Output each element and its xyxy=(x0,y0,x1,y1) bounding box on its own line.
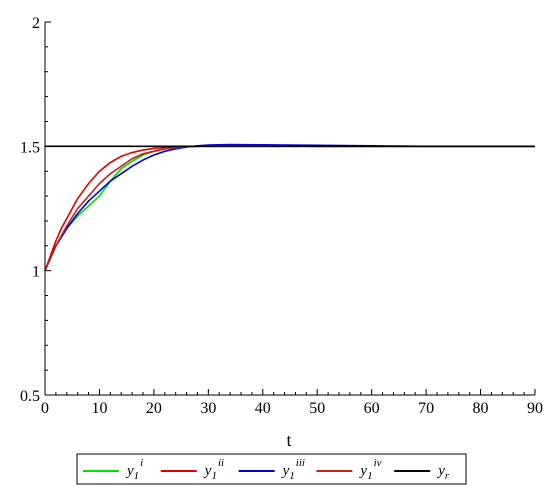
x-tick-label: 0 xyxy=(41,400,49,417)
legend-label-0: y1i xyxy=(125,457,143,482)
series-line-2 xyxy=(44,143,535,271)
x-axis-label: t xyxy=(286,430,291,450)
x-tick-label: 70 xyxy=(418,400,434,417)
series-line-1 xyxy=(44,145,535,271)
x-tick-label: 10 xyxy=(91,400,107,417)
x-tick-label: 30 xyxy=(200,400,216,417)
axes: 0 10 20 30 40 50 60 70 80 90 0.5 1 1.5 2 xyxy=(20,15,543,417)
x-tick-label: 20 xyxy=(146,400,162,417)
series-line-3 xyxy=(44,145,535,271)
y-tick-label: 1 xyxy=(32,264,40,281)
x-tick-label: 60 xyxy=(364,400,380,417)
x-tick-label: 90 xyxy=(527,400,543,417)
legend-label-1: y1ii xyxy=(203,457,224,482)
y-tick-label: 1.5 xyxy=(20,139,40,156)
x-tick-label: 40 xyxy=(255,400,271,417)
y-tick-label: 2 xyxy=(32,15,40,32)
x-tick-label: 80 xyxy=(473,400,489,417)
series-layer xyxy=(44,143,535,271)
legend: y1i y1ii y1iii y1iv yr xyxy=(76,453,467,485)
legend-label-3: y1iv xyxy=(358,457,381,482)
series-line-0 xyxy=(44,145,535,271)
y-tick-label: 0.5 xyxy=(20,388,40,405)
legend-box xyxy=(76,453,467,485)
legend-label-2: y1iii xyxy=(281,457,305,482)
legend-label-4: yr xyxy=(436,463,450,482)
x-tick-label: 50 xyxy=(309,400,325,417)
